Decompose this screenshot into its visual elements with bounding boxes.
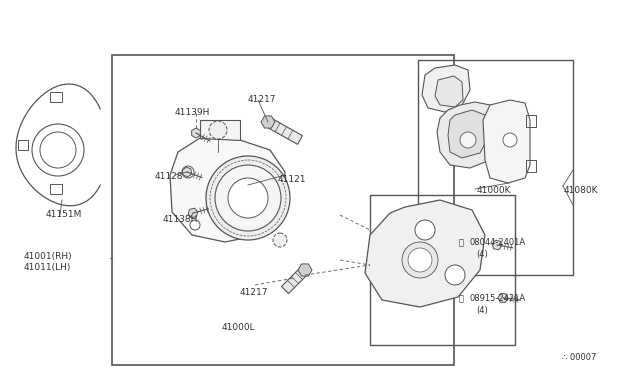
Circle shape (182, 166, 194, 178)
Polygon shape (422, 65, 470, 112)
Bar (112, 55, 454, 365)
Polygon shape (298, 264, 312, 276)
Bar (418, 60, 573, 275)
Polygon shape (437, 102, 498, 168)
Text: 41128: 41128 (155, 172, 184, 181)
Polygon shape (266, 118, 303, 144)
Text: 08044-2401A: 08044-2401A (469, 238, 525, 247)
Circle shape (408, 248, 432, 272)
Polygon shape (448, 110, 487, 158)
Polygon shape (282, 266, 308, 294)
Text: Ⓑ: Ⓑ (459, 238, 464, 247)
Text: 41121: 41121 (278, 175, 307, 184)
Circle shape (503, 133, 517, 147)
Circle shape (228, 178, 268, 218)
Polygon shape (492, 240, 502, 250)
Text: 41080K: 41080K (564, 186, 598, 195)
Circle shape (415, 220, 435, 240)
Circle shape (206, 156, 290, 240)
Bar (50, 184, 62, 194)
Text: Ⓦ: Ⓦ (459, 294, 464, 303)
Bar (18, 140, 28, 150)
Polygon shape (191, 128, 200, 138)
Bar (370, 195, 515, 345)
Circle shape (209, 121, 227, 139)
Polygon shape (188, 208, 198, 218)
Polygon shape (261, 116, 275, 128)
Text: (4): (4) (476, 250, 488, 259)
Circle shape (402, 242, 438, 278)
Text: 08915-2421A: 08915-2421A (469, 294, 525, 303)
Text: 41011(LH): 41011(LH) (24, 263, 72, 272)
Bar (50, 92, 62, 102)
Circle shape (445, 265, 465, 285)
Polygon shape (483, 100, 530, 183)
Polygon shape (200, 120, 240, 140)
Text: 41217: 41217 (240, 288, 269, 297)
Text: 41000K: 41000K (477, 186, 511, 195)
Bar (526, 115, 536, 127)
Text: 41000L: 41000L (221, 323, 255, 332)
Polygon shape (498, 294, 508, 302)
Text: 41151M: 41151M (46, 210, 83, 219)
Circle shape (273, 233, 287, 247)
Text: 41138H: 41138H (163, 215, 198, 224)
Circle shape (190, 220, 200, 230)
Text: ∴ 00007: ∴ 00007 (562, 353, 596, 362)
Text: (4): (4) (476, 306, 488, 315)
Polygon shape (170, 138, 285, 242)
Text: 41217: 41217 (248, 95, 276, 104)
Circle shape (215, 165, 281, 231)
Circle shape (460, 132, 476, 148)
Polygon shape (182, 167, 192, 177)
Polygon shape (365, 200, 485, 307)
Polygon shape (435, 76, 463, 107)
Text: 41001(RH): 41001(RH) (24, 252, 72, 261)
Bar (526, 160, 536, 172)
Text: 41139H: 41139H (175, 108, 211, 117)
